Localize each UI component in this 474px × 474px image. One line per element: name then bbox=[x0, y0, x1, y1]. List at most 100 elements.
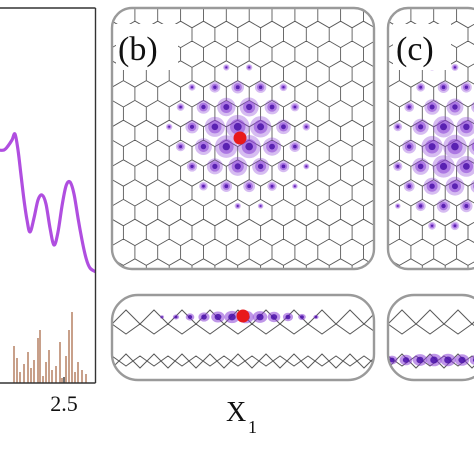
density-lobe bbox=[469, 354, 474, 366]
density-core bbox=[282, 86, 285, 89]
density-lobe-core bbox=[174, 315, 178, 319]
density-core bbox=[269, 104, 275, 110]
density-core bbox=[451, 142, 459, 151]
panel-b-side-view bbox=[110, 293, 376, 382]
density-core bbox=[259, 205, 262, 207]
panel-label-c: (c) bbox=[396, 31, 434, 68]
defect-marker bbox=[236, 309, 250, 323]
layer-bonds bbox=[112, 323, 374, 335]
density-core bbox=[225, 66, 228, 69]
defect-marker bbox=[233, 131, 247, 145]
density-lobe-core bbox=[270, 314, 278, 320]
density-core bbox=[419, 85, 423, 89]
panel-c-side-frame bbox=[386, 293, 474, 382]
density-core bbox=[257, 163, 264, 170]
side-charge-density bbox=[388, 353, 474, 367]
density-core bbox=[179, 145, 183, 149]
charge-density bbox=[165, 64, 311, 210]
density-core bbox=[168, 125, 171, 128]
density-core bbox=[233, 122, 242, 131]
density-core bbox=[258, 85, 263, 89]
density-core bbox=[212, 163, 218, 169]
density-core bbox=[236, 205, 239, 207]
layer-bonds bbox=[388, 323, 474, 335]
stick-spectrum bbox=[13, 312, 87, 383]
density-core bbox=[234, 163, 241, 170]
panel-b-frame bbox=[110, 6, 376, 271]
density-core bbox=[428, 143, 436, 151]
density-lobe-core bbox=[458, 356, 466, 364]
density-lobe-core bbox=[416, 356, 424, 364]
x-tick-label: 2.5 bbox=[50, 391, 78, 416]
density-core bbox=[269, 143, 275, 150]
density-lobe-core bbox=[228, 313, 236, 321]
density-core bbox=[418, 124, 424, 130]
density-core bbox=[200, 143, 207, 150]
density-core bbox=[222, 142, 231, 151]
density-core bbox=[452, 104, 458, 110]
density-core bbox=[202, 184, 205, 188]
spectrum-curve bbox=[0, 132, 96, 274]
panel-c-side-view bbox=[386, 293, 474, 382]
density-core bbox=[257, 123, 265, 131]
density-lobe-core bbox=[444, 356, 452, 364]
density-core bbox=[464, 85, 469, 89]
panel-b-top-view: (b) bbox=[110, 6, 376, 271]
density-core bbox=[213, 85, 217, 89]
density-core bbox=[305, 165, 308, 168]
x-axis-label: X 1 bbox=[226, 397, 257, 437]
density-core bbox=[417, 163, 424, 170]
density-lobe-core bbox=[430, 356, 438, 364]
density-core bbox=[418, 204, 423, 208]
density-lobe-core bbox=[285, 314, 291, 320]
layer-bonds bbox=[112, 355, 374, 367]
density-core bbox=[281, 124, 286, 130]
density-lobe-core bbox=[300, 315, 304, 319]
density-core bbox=[211, 123, 219, 131]
density-core bbox=[463, 123, 470, 130]
density-core bbox=[190, 164, 194, 169]
density-lobe-core bbox=[389, 357, 395, 363]
density-lobe-core bbox=[314, 315, 318, 319]
density-core bbox=[453, 224, 457, 228]
density-core bbox=[245, 142, 253, 151]
density-core bbox=[247, 184, 252, 189]
lattice-bonds bbox=[112, 8, 374, 269]
density-lobe-core bbox=[256, 313, 264, 321]
panel-label-b: (b) bbox=[118, 31, 158, 68]
density-core bbox=[246, 103, 253, 111]
panel-label-backdrop bbox=[393, 24, 451, 70]
x-axis-label-main: X bbox=[226, 397, 246, 428]
density-contour bbox=[468, 137, 474, 156]
panel-label-backdrop bbox=[116, 24, 178, 70]
density-core bbox=[235, 85, 240, 90]
density-core bbox=[429, 104, 435, 110]
spectrum-panel: 2.5 bbox=[0, 7, 97, 416]
density-core bbox=[294, 185, 296, 188]
density-core bbox=[429, 183, 435, 189]
density-core bbox=[224, 184, 229, 189]
density-core bbox=[396, 205, 399, 207]
density-core bbox=[440, 123, 448, 131]
density-core bbox=[189, 124, 195, 129]
density-lobe-core bbox=[187, 315, 193, 319]
density-core bbox=[396, 164, 400, 168]
density-core bbox=[407, 184, 412, 188]
density-core bbox=[439, 162, 448, 170]
density-core bbox=[223, 104, 230, 110]
density-core bbox=[407, 144, 412, 149]
density-lobe-core bbox=[214, 313, 222, 321]
density-core bbox=[293, 105, 297, 109]
density-core bbox=[453, 66, 457, 69]
density-core bbox=[441, 203, 446, 209]
density-core bbox=[201, 104, 206, 110]
density-lobe-core bbox=[161, 316, 163, 318]
density-lobe-core bbox=[402, 357, 410, 363]
density-core bbox=[270, 184, 274, 188]
density-core bbox=[407, 105, 411, 109]
layer-bonds bbox=[388, 309, 474, 325]
density-core bbox=[248, 66, 251, 69]
density-core bbox=[441, 85, 446, 90]
panel-b-side-frame bbox=[110, 293, 376, 382]
